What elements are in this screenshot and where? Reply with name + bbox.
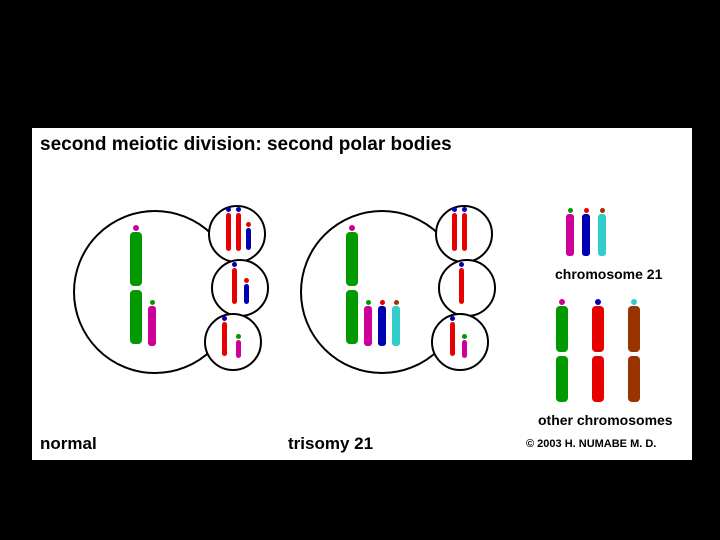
n-pb1-red-b [236,213,241,251]
centromere-dot [600,208,605,213]
n-pb3-mag [236,340,241,358]
centromere-dot [222,316,227,321]
normal-magenta [148,306,156,346]
trisomy-pb3 [431,313,489,371]
centromere-dot [568,208,573,213]
centromere-dot [559,299,565,305]
centromere-dot [349,225,355,231]
centromere-dot [133,225,139,231]
trisomy-cyan [392,306,400,346]
centromere-dot [462,334,467,339]
n-pb2-red [232,268,237,304]
normal-green-bot [130,290,142,344]
n-pb1-red-a [226,213,231,251]
centromere-dot [232,262,237,267]
title-label: second meiotic division: second polar bo… [40,134,452,156]
centromere-dot [244,278,249,283]
n-pb2-blue [244,284,249,304]
centromere-dot [236,207,241,212]
trisomy-green-top [346,232,358,286]
credit-label: © 2003 H. NUMABE M. D. [526,438,656,450]
normal-green-top [130,232,142,286]
centromere-dot [452,207,457,212]
legend-red-bot [592,356,604,402]
normal-pb2 [211,259,269,317]
n-pb3-red [222,322,227,356]
normal-label: normal [40,434,97,454]
centromere-dot [226,207,231,212]
trisomy-green-bot [346,290,358,344]
centromere-dot [246,222,251,227]
t-pb2-red [459,268,464,304]
legend21-blue [582,214,590,256]
legend-green-top [556,306,568,352]
t-pb3-mag [462,340,467,358]
centromere-dot [394,300,399,305]
legend-green-bot [556,356,568,402]
centromere-dot [462,207,467,212]
centromere-dot [380,300,385,305]
centromere-dot [450,316,455,321]
centromere-dot [595,299,601,305]
trisomy-label: trisomy 21 [288,434,373,454]
legend21-mag [566,214,574,256]
centromere-dot [631,299,637,305]
legend-brown-bot [628,356,640,402]
normal-pb3 [204,313,262,371]
trisomy-magenta [364,306,372,346]
t-pb1-red-a [452,213,457,251]
trisomy-pb2 [438,259,496,317]
n-pb1-blue [246,228,251,250]
centromere-dot [150,300,155,305]
centromere-dot [459,262,464,267]
chr21-label: chromosome 21 [555,266,662,282]
centromere-dot [584,208,589,213]
t-pb1-red-b [462,213,467,251]
legend21-cyan [598,214,606,256]
other-label: other chromosomes [538,412,673,428]
centromere-dot [366,300,371,305]
legend-brown-top [628,306,640,352]
legend-red-top [592,306,604,352]
centromere-dot [236,334,241,339]
trisomy-blue [378,306,386,346]
diagram-root: { "panel": {"left":30,"top":126,"width":… [0,0,720,540]
t-pb3-red [450,322,455,356]
